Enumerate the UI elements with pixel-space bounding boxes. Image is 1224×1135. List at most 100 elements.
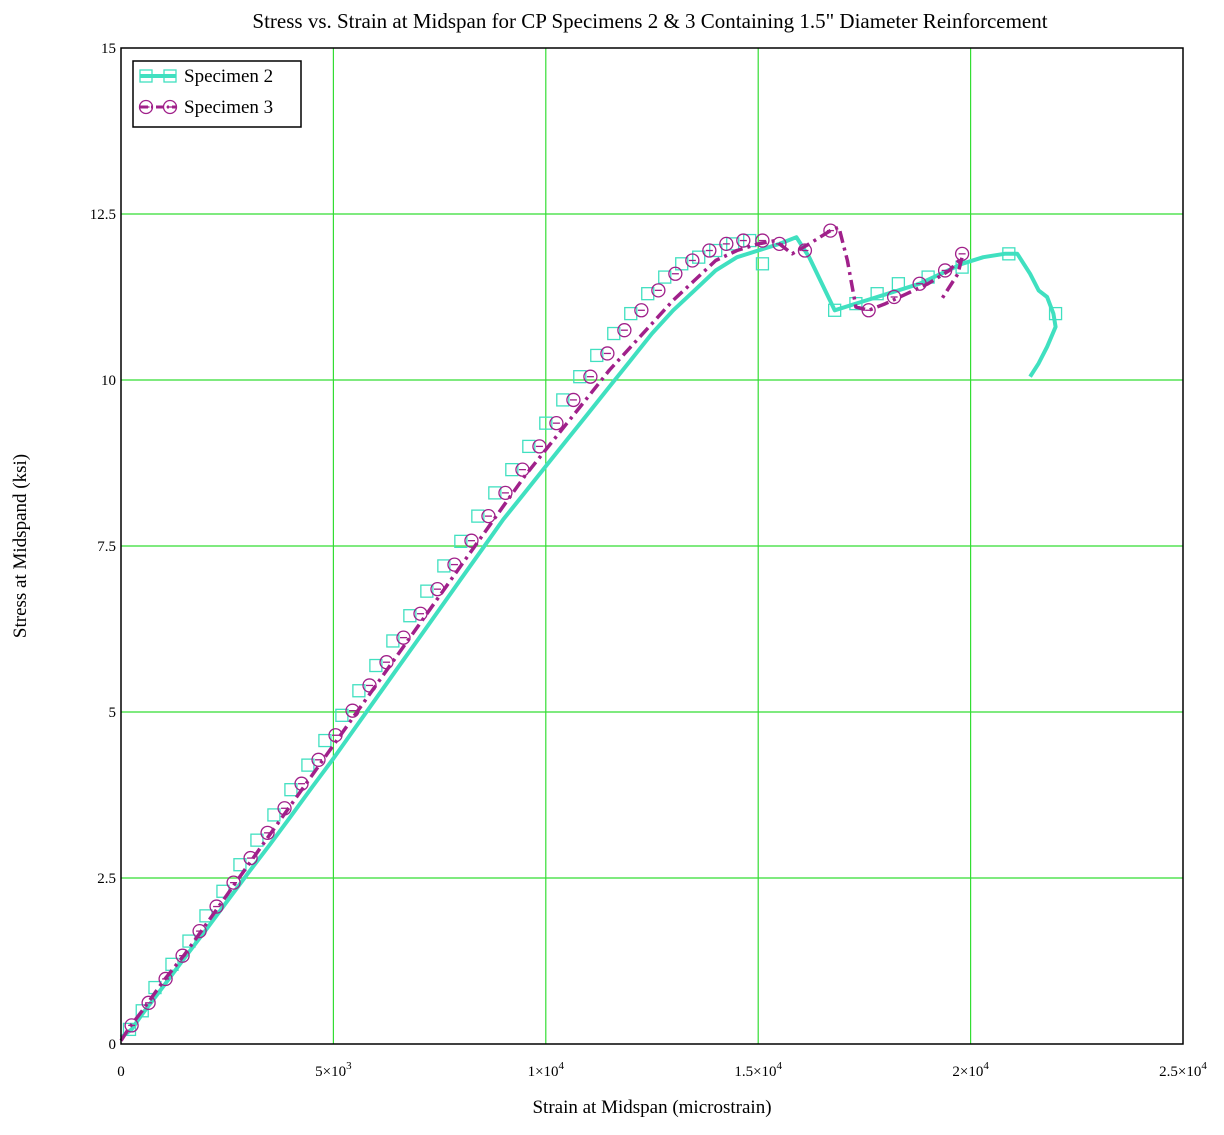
data-point-marker — [828, 303, 842, 317]
data-point-marker — [437, 559, 451, 573]
data-point-marker — [573, 370, 587, 384]
series-line — [119, 235, 1058, 1039]
data-point-marker — [515, 462, 530, 477]
data-point-marker — [607, 326, 621, 341]
data-point-marker — [772, 236, 787, 252]
data-point-marker — [566, 392, 581, 408]
data-point-marker — [447, 557, 462, 572]
y-tick-labels: 0 2.5 5 7.5 10 12.5 15 — [90, 41, 116, 1053]
legend-marker — [139, 69, 153, 83]
data-point-marker — [891, 277, 906, 291]
y-tick-label: 0 — [109, 1037, 117, 1053]
data-point-marker — [420, 584, 434, 598]
x-tick-labels: 0 5×103 1×104 1.5×104 2×104 2.5×104 — [117, 1060, 1207, 1080]
data-point-marker — [294, 776, 309, 791]
data-point-marker — [675, 257, 689, 271]
data-point-marker — [124, 1018, 139, 1033]
data-point-marker — [481, 508, 496, 524]
legend-item: Specimen 2 — [139, 66, 273, 87]
data-point-marker — [823, 223, 838, 238]
data-point-marker — [870, 287, 884, 301]
data-point-marker — [1048, 306, 1063, 321]
data-point-marker — [736, 233, 751, 248]
y-axis-title: Stress at Midspand (ksi) — [10, 454, 31, 638]
data-point-marker — [498, 485, 513, 501]
data-point-marker — [755, 233, 770, 248]
data-point-marker — [464, 533, 479, 548]
x-tick-label: 1×104 — [528, 1060, 565, 1080]
data-point-marker — [430, 582, 445, 597]
x-tick-label: 0 — [117, 1064, 125, 1080]
x-tick-label: 2×104 — [952, 1060, 989, 1080]
data-point-marker — [488, 486, 502, 500]
data-point-marker — [624, 306, 638, 321]
legend-marker — [138, 99, 154, 115]
data-point-marker — [532, 439, 547, 454]
data-point-marker — [861, 303, 876, 318]
data-point-marker — [267, 808, 281, 822]
data-point-marker — [471, 509, 485, 523]
legend-box — [132, 60, 302, 128]
data-point-marker — [755, 257, 770, 271]
series-2 — [119, 233, 1063, 1039]
data-point-marker — [345, 703, 360, 718]
chart-title: Stress vs. Strain at Midspan for CP Spec… — [252, 9, 1047, 33]
legend-marker — [162, 99, 178, 115]
data-point-marker — [403, 609, 417, 623]
data-point-marker — [284, 783, 298, 797]
data-point-marker — [719, 236, 734, 252]
data-point-marker — [641, 287, 655, 301]
data-point-marker — [658, 270, 672, 284]
data-point-marker — [583, 369, 598, 384]
data-point-marker — [539, 416, 553, 430]
legend: Specimen 2 Specimen 3 — [132, 60, 302, 128]
data-point-marker — [886, 289, 902, 305]
legend-item: Specimen 3 — [138, 97, 273, 118]
data-point-marker — [617, 323, 632, 338]
data-point-marker — [328, 728, 343, 743]
data-point-marker — [250, 833, 264, 847]
x-tick-label: 5×103 — [315, 1060, 352, 1080]
data-point-marker — [386, 634, 400, 648]
data-point-marker — [260, 825, 275, 840]
grid-lines — [121, 48, 1183, 1044]
data-point-marker — [954, 246, 970, 261]
x-axis-title: Strain at Midspan (microstrain) — [532, 1097, 771, 1118]
data-point-marker — [549, 416, 564, 431]
data-point-marker — [505, 462, 519, 477]
x-tick-label: 1.5×104 — [734, 1060, 782, 1080]
data-point-marker — [396, 630, 411, 645]
data-point-marker — [454, 534, 468, 549]
y-tick-label: 15 — [101, 41, 116, 57]
data-point-marker — [182, 934, 196, 948]
data-point-marker — [651, 283, 666, 298]
series-3 — [119, 223, 970, 1042]
y-tick-label: 12.5 — [90, 207, 116, 223]
data-point-marker — [226, 875, 241, 890]
y-tick-label: 7.5 — [97, 539, 116, 555]
data-point-marker — [556, 393, 570, 407]
data-point-marker — [702, 243, 717, 258]
data-point-marker — [600, 346, 615, 361]
data-point-marker — [122, 1022, 137, 1037]
legend-marker — [163, 69, 177, 83]
y-tick-label: 2.5 — [97, 871, 116, 887]
legend-label: Specimen 2 — [184, 66, 273, 87]
data-point-marker — [937, 263, 953, 278]
data-point-marker — [362, 678, 377, 693]
series-layer — [119, 223, 1063, 1042]
data-point-marker — [797, 243, 813, 258]
data-point-marker — [522, 439, 536, 454]
data-point-marker — [685, 253, 700, 268]
data-point-marker — [175, 948, 190, 963]
data-point-marker — [233, 858, 247, 872]
data-point-marker — [590, 348, 604, 363]
y-tick-label: 10 — [101, 373, 116, 389]
data-point-marker — [413, 606, 428, 621]
data-point-marker — [379, 655, 394, 670]
data-point-marker — [634, 303, 649, 318]
data-point-marker — [158, 971, 173, 987]
data-point-marker — [311, 752, 326, 767]
plot-frame — [120, 47, 1184, 1045]
